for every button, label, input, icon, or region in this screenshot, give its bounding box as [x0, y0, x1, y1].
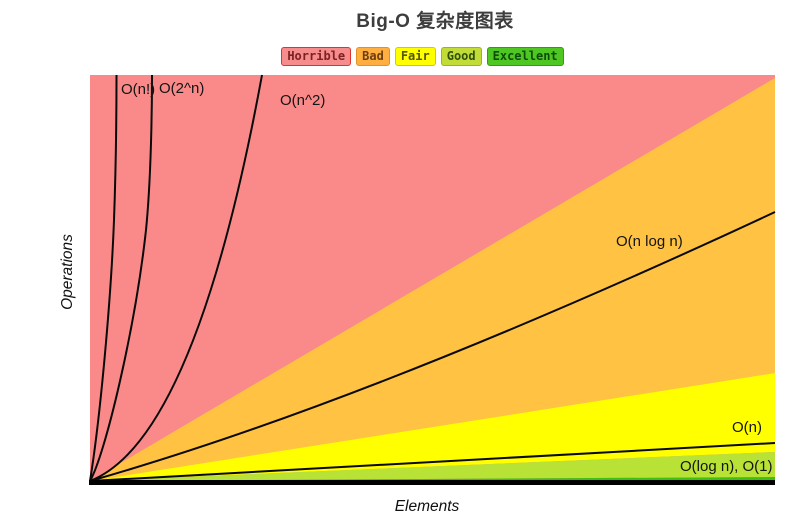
region-good: [90, 452, 775, 481]
legend-badge-bad: Bad: [356, 47, 390, 66]
region-fair: [90, 373, 775, 481]
curve-o-n-factorial: [89, 74, 118, 482]
region-bad: [90, 78, 775, 481]
legend-badge-good: Good: [440, 47, 482, 66]
legend: Horrible Bad Fair Good Excellent: [45, 47, 800, 66]
label-o-n: O(n): [732, 419, 762, 436]
label-o-log-n-o-1: O(log n), O(1): [680, 458, 773, 475]
label-o-n-factorial: O(n!): [121, 81, 155, 98]
x-axis-label: Elements: [395, 498, 460, 515]
curve-o-n: [89, 442, 776, 482]
label-o-2-pow-n: O(2^n): [159, 80, 204, 97]
legend-badge-horrible: Horrible: [281, 47, 352, 66]
x-axis: [89, 480, 775, 485]
curve-o-2-pow-n: [89, 74, 153, 482]
y-axis-label: Operations: [59, 234, 76, 310]
curve-o-n-log-n: [89, 211, 776, 482]
label-o-n-squared: O(n^2): [280, 92, 325, 109]
legend-badge-excellent: Excellent: [486, 47, 564, 66]
curve-o-n-squared: [89, 74, 263, 482]
legend-badge-fair: Fair: [394, 47, 436, 66]
page-title: Big-O 复杂度图表: [356, 11, 514, 32]
label-o-n-log-n: O(n log n): [616, 233, 683, 250]
